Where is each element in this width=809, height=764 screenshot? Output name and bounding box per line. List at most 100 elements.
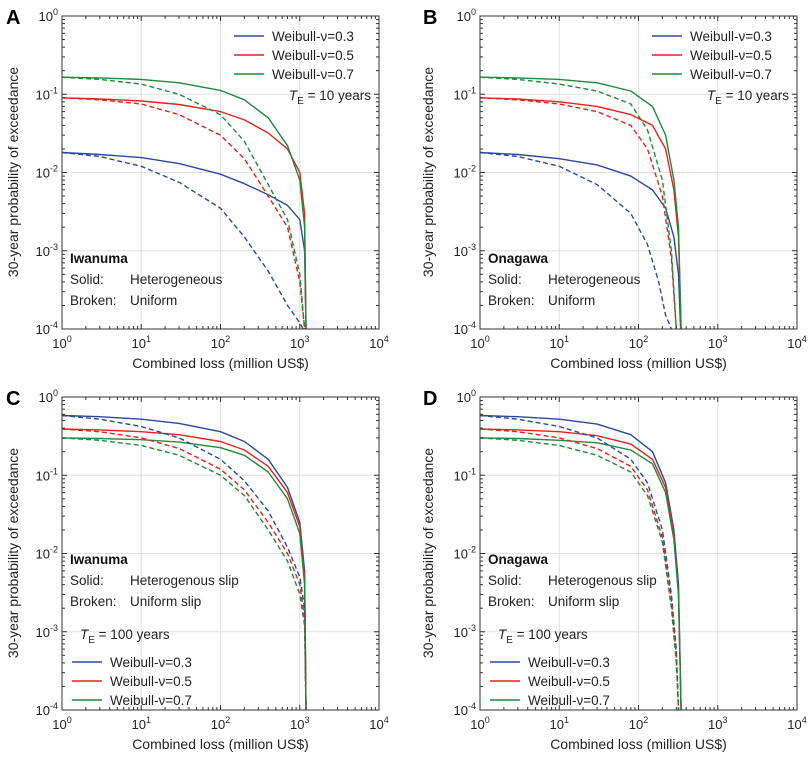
panel-a-xtick-label: 104 xyxy=(369,334,388,351)
panel-b-te-value: = 10 years xyxy=(722,88,789,103)
panel-d-ytick-label: 10-4 xyxy=(454,701,476,718)
panel-d-xtick-base: 10 xyxy=(629,717,643,732)
panel-b-ticks xyxy=(479,15,798,330)
panel-b-series-solid-0 xyxy=(479,151,682,330)
panel-b-xtick-base: 10 xyxy=(629,336,643,351)
panel-d-xtick-base: 10 xyxy=(708,717,722,732)
panel-b-ytick-label: 10-4 xyxy=(454,320,476,337)
panel-c-ytick-base: 10 xyxy=(36,468,50,483)
panel-c-xtick-base: 10 xyxy=(52,717,66,732)
panel-b-xtick-exp: 3 xyxy=(722,334,727,344)
panel-a-xtick-base: 10 xyxy=(211,336,225,351)
panel-d-series-dashed-2 xyxy=(479,437,680,711)
panel-b-xtick-base: 10 xyxy=(708,336,722,351)
panel-d-te-symbol: T xyxy=(498,627,508,642)
panel-d-xtick-exp: 1 xyxy=(564,715,569,725)
panel-d-xlabel: Combined loss (million US$) xyxy=(550,736,727,752)
panel-b-te-symbol: T xyxy=(707,88,717,103)
panel-a-ytick-exp: -3 xyxy=(50,242,58,252)
panel-c-ylabel: 30-year probability of exceedance xyxy=(5,448,21,658)
panel-b-ytick-exp: -2 xyxy=(468,164,476,174)
panel-a-ytick-label: 10-3 xyxy=(36,242,58,259)
panel-b-legend-label: Weibull-ν=0.5 xyxy=(690,48,772,63)
panel-c-ytick-base: 10 xyxy=(36,625,50,640)
panel-b-ytick-label: 10-3 xyxy=(454,242,476,259)
panel-d-ylabel: 30-year probability of exceedance xyxy=(420,448,436,658)
panel-d-ticks xyxy=(479,396,798,711)
panel-b-xtick-label: 104 xyxy=(787,334,806,351)
panel-b-ytick-base: 10 xyxy=(454,166,468,181)
panel-d-note-key: Solid: xyxy=(488,573,522,588)
panel-d-ytick-label: 10-3 xyxy=(454,623,476,640)
panel-a-ytick-exp: -4 xyxy=(50,320,58,330)
panel-d-te-sub: E xyxy=(506,635,513,646)
panel-a-series xyxy=(61,76,307,330)
panel-d-te-annotation: TE = 100 years xyxy=(498,627,588,646)
panel-c-xtick-base: 10 xyxy=(369,717,383,732)
panel-d-xtick-label: 101 xyxy=(550,715,569,732)
panel-c-ytick-label: 10-3 xyxy=(36,623,58,640)
panel-a-xtick-base: 10 xyxy=(290,336,304,351)
panel-c-legend-label: Weibull-ν=0.7 xyxy=(110,693,192,708)
panel-a-te-sub: E xyxy=(297,96,304,107)
panel-a-note-key: Solid: xyxy=(70,272,104,287)
panel-d-xtick-label: 104 xyxy=(787,715,806,732)
panel-d-xtick-base: 10 xyxy=(470,717,484,732)
panel-b-note-value: Heterogeneous xyxy=(548,272,641,287)
panel-b-ytick-base: 10 xyxy=(457,9,471,24)
panel-b-xtick-label: 102 xyxy=(629,334,648,351)
panel-d-ytick-base: 10 xyxy=(454,468,468,483)
panel-a-xtick-exp: 2 xyxy=(225,334,230,344)
panel-d-site-name: Onagawa xyxy=(488,552,549,567)
panel-b-xtick-exp: 2 xyxy=(643,334,648,344)
panel-d-xtick-label: 103 xyxy=(708,715,727,732)
panel-d-ytick-label: 10-2 xyxy=(454,545,476,562)
panel-b-xtick-label: 100 xyxy=(470,334,489,351)
panel-d-xtick-exp: 4 xyxy=(802,715,807,725)
panel-c-te-sub: E xyxy=(88,635,95,646)
panel-d-series-solid-2 xyxy=(479,437,682,711)
panel-c-legend: Weibull-ν=0.3 Weibull-ν=0.5 Weibull-ν=0.7 xyxy=(72,655,192,708)
panel-a-ytick-base: 10 xyxy=(36,87,50,102)
panel-b-note-value: Uniform xyxy=(548,293,595,308)
panel-a-series-solid-0 xyxy=(61,151,307,330)
panel-a-xtick-label: 102 xyxy=(211,334,230,351)
panel-a-xtick-label: 101 xyxy=(132,334,151,351)
panel-b-ytick-exp: 0 xyxy=(471,7,476,17)
panel-d-ytick-label: 100 xyxy=(457,388,476,405)
panel-c-ytick-label: 10-4 xyxy=(36,701,58,718)
panel-c-xtick-label: 101 xyxy=(132,715,151,732)
panel-a-xtick-exp: 4 xyxy=(384,334,389,344)
panel-d-ytick-exp: -2 xyxy=(468,545,476,555)
panel-a-letter: A xyxy=(6,7,20,29)
panel-d-xtick-label: 102 xyxy=(629,715,648,732)
panel-c-ytick-label: 10-2 xyxy=(36,545,58,562)
panel-d-legend-label: Weibull-ν=0.3 xyxy=(528,655,610,670)
panel-b-series-dashed-0 xyxy=(479,151,673,330)
panel-c-series xyxy=(61,414,307,711)
panel-b-series xyxy=(479,76,682,330)
panel-c-site-name: Iwanuma xyxy=(70,552,128,567)
panel-b-te-sub: E xyxy=(715,96,722,107)
panel-c-xtick-exp: 3 xyxy=(304,715,309,725)
panel-a-ytick-exp: 0 xyxy=(53,7,58,17)
panel-d-letter: D xyxy=(423,388,437,410)
panel-c-ytick-exp: -1 xyxy=(50,466,58,476)
panel-a-legend-label: Weibull-ν=0.3 xyxy=(272,29,354,44)
panel-a-ytick-exp: -2 xyxy=(50,164,58,174)
panel-a-ylabel: 30-year probability of exceedance xyxy=(5,67,21,277)
panel-b-ytick-exp: -1 xyxy=(468,85,476,95)
panel-c-legend-label: Weibull-ν=0.3 xyxy=(110,655,192,670)
panel-a-xtick-base: 10 xyxy=(52,336,66,351)
panel-a-series-dashed-2 xyxy=(61,76,306,330)
panel-d-ytick-exp: 0 xyxy=(471,388,476,398)
panel-d-note-value: Uniform slip xyxy=(548,594,619,609)
panel-a-xtick-label: 100 xyxy=(52,334,71,351)
panel-a-series-dashed-1 xyxy=(61,97,306,330)
panel-c-xtick-base: 10 xyxy=(290,717,304,732)
